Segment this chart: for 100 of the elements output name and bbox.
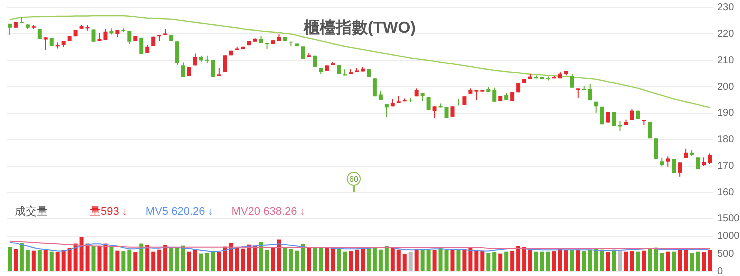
- bar: [92, 246, 96, 271]
- candlestick: [630, 108, 634, 121]
- bar: [390, 247, 395, 271]
- bar: [104, 244, 108, 271]
- y-tick-label: 1500: [718, 214, 740, 224]
- bar: [552, 252, 556, 271]
- bar: [558, 249, 562, 271]
- bar: [624, 252, 628, 271]
- bar: [56, 252, 60, 271]
- candlestick: [182, 62, 186, 78]
- bar: [229, 243, 234, 271]
- candlestick: [474, 90, 479, 101]
- bar: [402, 254, 407, 271]
- bar: [241, 248, 246, 271]
- candlestick: [372, 78, 377, 98]
- candlestick: [696, 157, 700, 170]
- bar: [32, 250, 36, 271]
- bar: [594, 250, 598, 271]
- bar: [152, 252, 156, 271]
- bar: [146, 245, 150, 271]
- bar: [98, 246, 102, 271]
- line-series: [9, 15, 711, 108]
- bar: [678, 248, 682, 271]
- bar: [325, 248, 330, 271]
- candlestick: [223, 55, 228, 73]
- bar: [253, 246, 258, 271]
- y-tick-label: 220: [718, 28, 735, 40]
- bar: [128, 250, 132, 271]
- bar: [44, 250, 48, 271]
- bar: [271, 248, 276, 271]
- bar: [564, 250, 568, 271]
- bar: [122, 252, 126, 271]
- candlestick: [666, 156, 670, 168]
- bar: [176, 247, 180, 271]
- bar: [110, 246, 114, 271]
- bar: [510, 251, 515, 271]
- bar: [660, 253, 664, 271]
- bar: [26, 250, 30, 271]
- bar: [636, 252, 640, 271]
- candlestick: [708, 153, 712, 165]
- bar: [462, 249, 467, 271]
- bar: [696, 252, 700, 271]
- text: 櫃檯指數(TWO): [303, 19, 416, 37]
- bar: [319, 247, 324, 271]
- bar: [205, 253, 210, 271]
- bar: [480, 250, 485, 271]
- bar: [193, 250, 198, 271]
- bar: [20, 243, 24, 271]
- candlestick: [92, 29, 96, 42]
- candlestick: [176, 41, 180, 66]
- text: MV20 638.26 ↓: [232, 205, 306, 219]
- bar: [14, 249, 18, 271]
- text: MV5 620.26 ↓: [146, 205, 214, 219]
- bar: [396, 250, 401, 271]
- bar: [582, 252, 586, 271]
- bar: [570, 250, 574, 271]
- candlestick: [576, 88, 580, 99]
- candlestick: [337, 64, 342, 75]
- candlestick: [211, 60, 216, 78]
- bar: [199, 254, 204, 271]
- y-tick-label: 500: [718, 248, 735, 260]
- bar: [164, 245, 168, 271]
- candlestick: [612, 112, 616, 127]
- bar: [355, 250, 360, 271]
- y-tick-label: 230: [718, 2, 735, 14]
- bar: [648, 248, 652, 271]
- bar: [265, 250, 270, 271]
- bar: [486, 253, 491, 271]
- bar: [372, 247, 377, 271]
- bar: [708, 250, 712, 271]
- bar: [295, 250, 300, 271]
- candlestick: [301, 46, 306, 60]
- bar: [672, 252, 676, 271]
- bar: [331, 248, 336, 271]
- bar: [450, 250, 455, 271]
- line-series: [9, 242, 711, 252]
- bar: [384, 246, 389, 271]
- candlestick: [654, 138, 658, 160]
- bar: [283, 247, 288, 271]
- bar: [182, 246, 186, 271]
- bar: [456, 250, 461, 271]
- y-tick-label: 180: [718, 134, 735, 146]
- bar: [360, 248, 365, 271]
- bar: [62, 250, 66, 271]
- bar: [642, 250, 646, 271]
- bar: [343, 252, 348, 271]
- bar: [468, 247, 473, 271]
- y-tick-label: 210: [718, 55, 735, 66]
- bar: [702, 252, 706, 271]
- bar: [80, 237, 84, 271]
- candlestick: [450, 106, 455, 118]
- candlestick: [140, 37, 144, 55]
- bar: [217, 252, 222, 271]
- candlestick: [432, 106, 437, 119]
- bar: [546, 252, 550, 271]
- series-label: 量593 ↓: [90, 205, 128, 219]
- y-tick-label: 170: [718, 161, 735, 172]
- candlestick: [492, 87, 497, 102]
- bar: [408, 252, 413, 271]
- bar: [426, 250, 431, 271]
